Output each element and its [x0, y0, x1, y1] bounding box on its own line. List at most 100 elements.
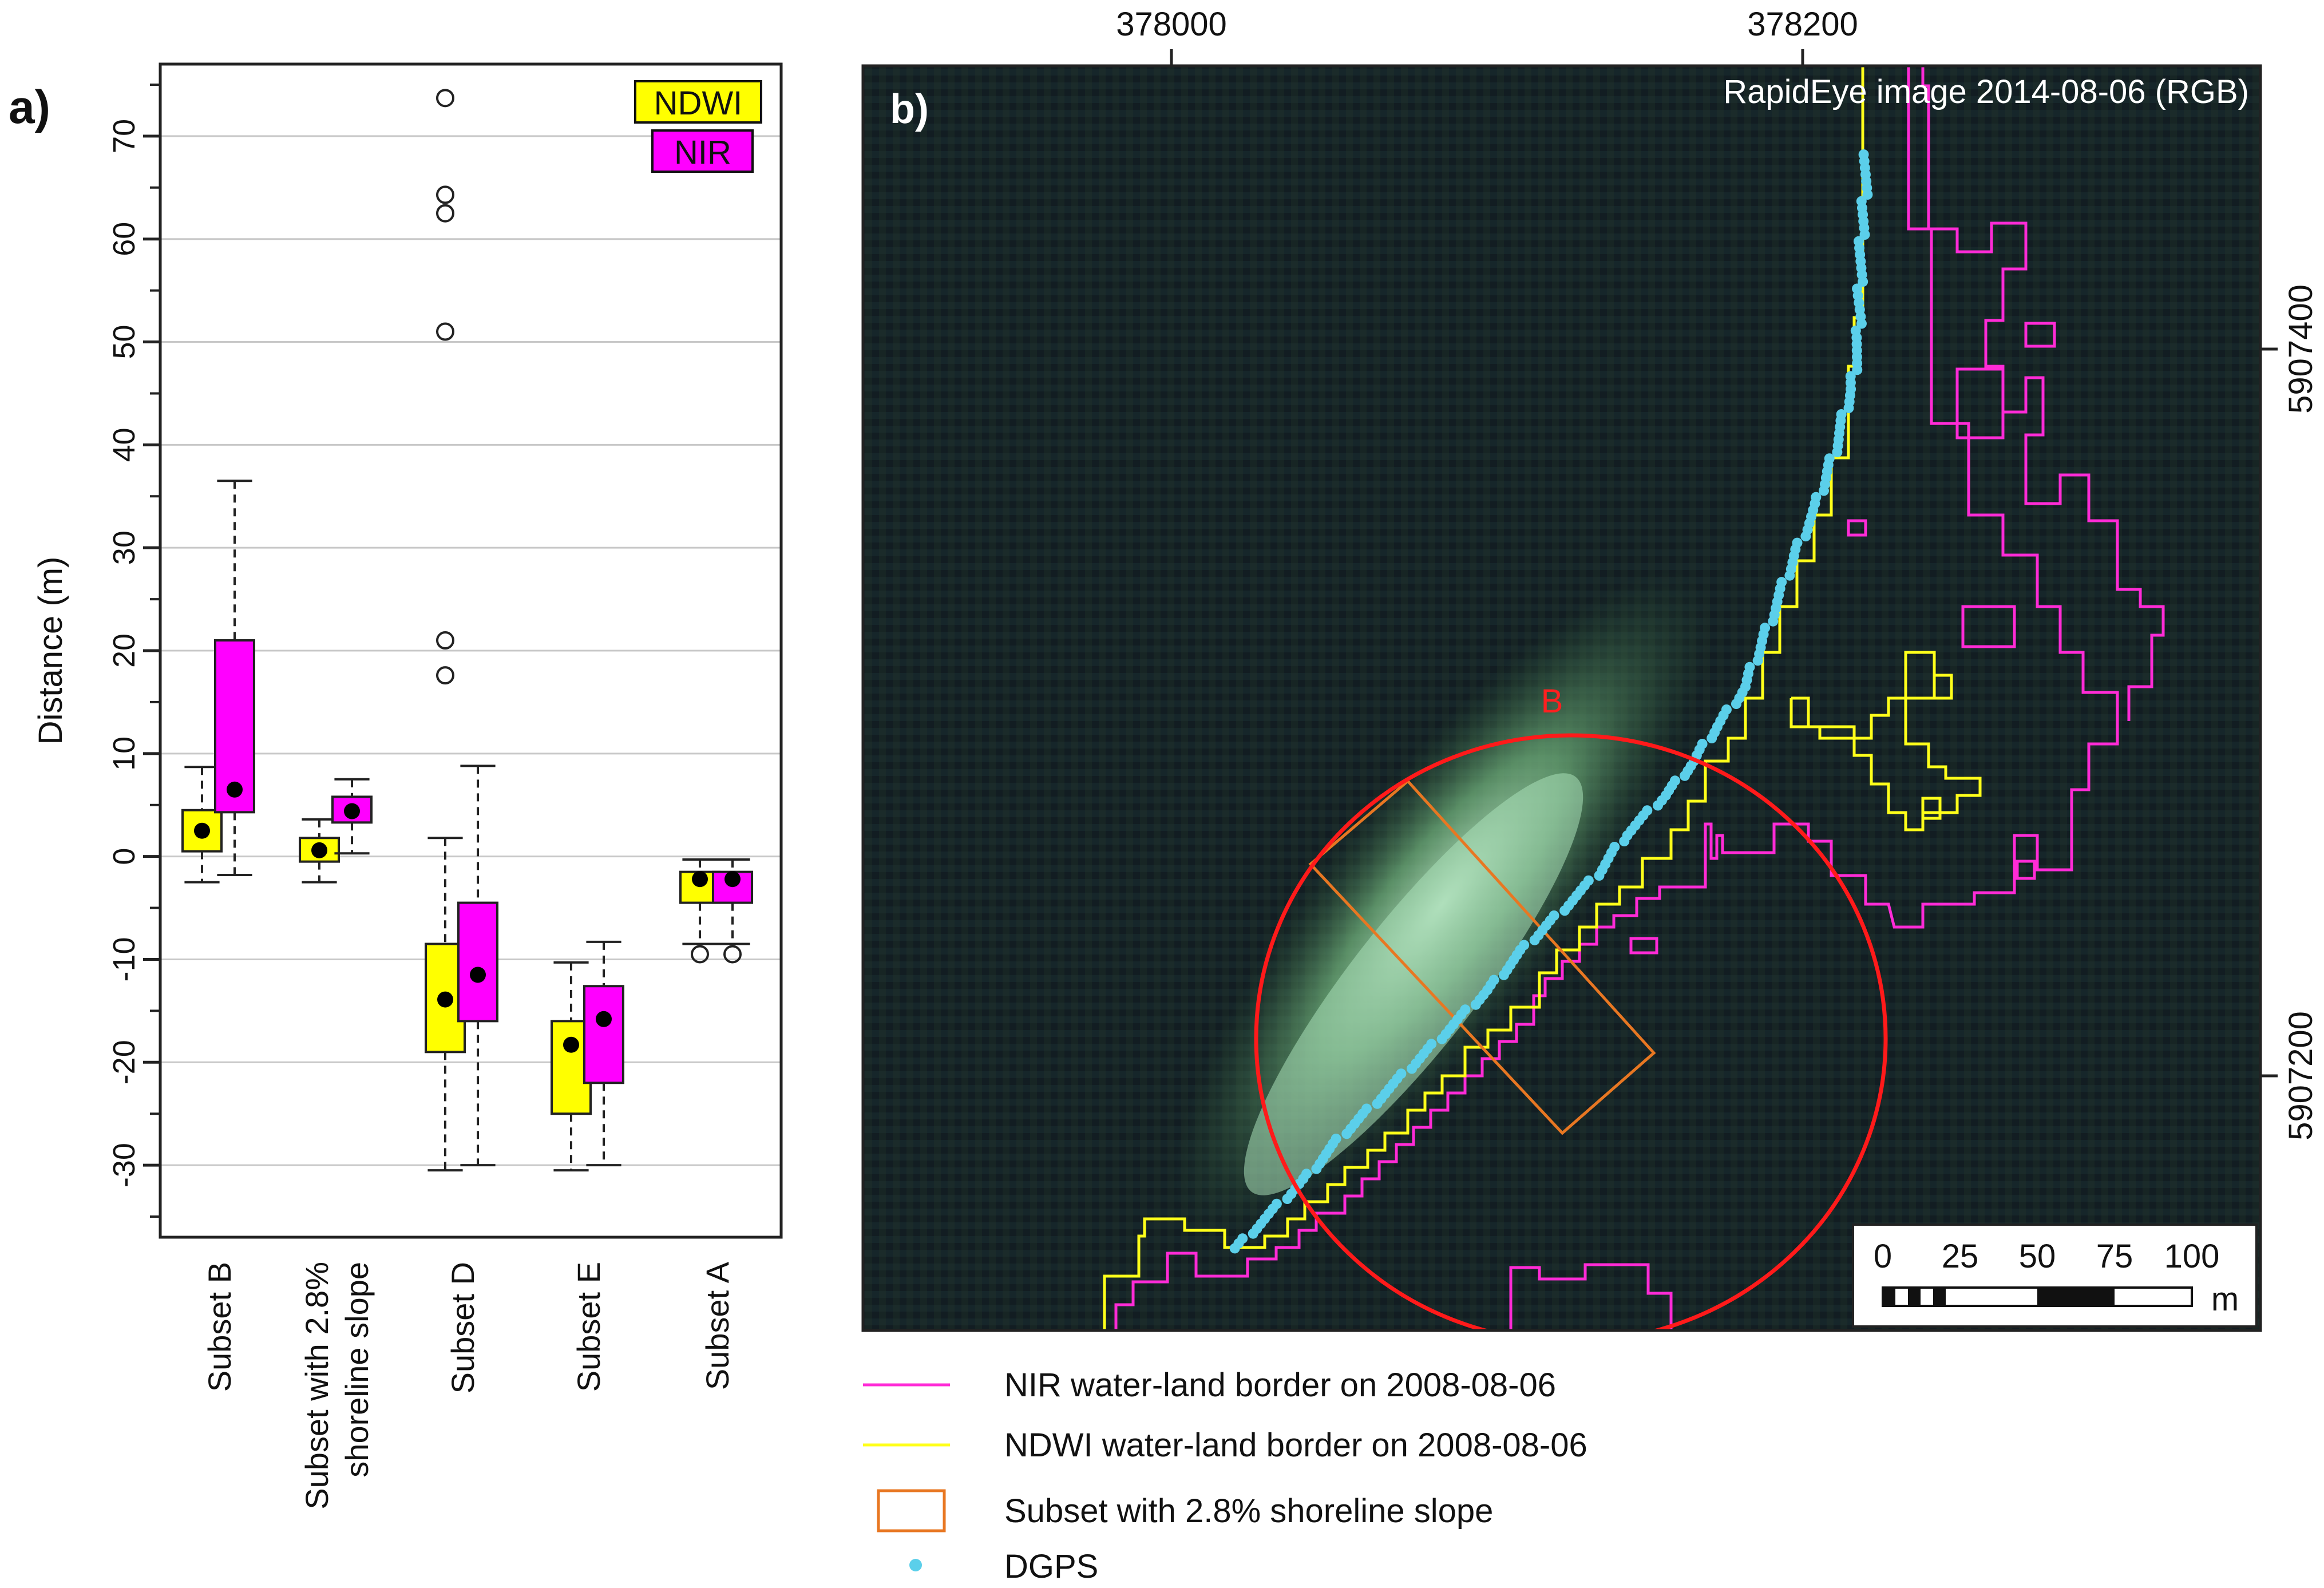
- gridlines: [160, 135, 781, 1166]
- mean-marker: [437, 991, 453, 1008]
- y-tick-label: 60: [107, 222, 141, 256]
- box-nir-3: [457, 765, 498, 1167]
- ndwi-water-land-border: [1103, 66, 1982, 1330]
- dgps-point: [1843, 403, 1854, 413]
- map-legend: NIR water-land border on 2008-08-06 NDWI…: [863, 1367, 1587, 1585]
- outlier-point: [436, 185, 454, 204]
- y-tick-label: 30: [107, 530, 141, 565]
- scale-bar-label: 0: [1874, 1238, 1892, 1275]
- mean-marker: [311, 842, 327, 858]
- region-b-circle: [1254, 733, 1888, 1330]
- x-category-label: Subset with 2.8%: [299, 1262, 335, 1510]
- legend-subset-box: [877, 1489, 946, 1532]
- mean-marker: [596, 1011, 612, 1027]
- x-category-label: Subset A: [699, 1261, 735, 1390]
- y-axis-label: Distance (m): [32, 557, 69, 745]
- dgps-point: [1594, 870, 1605, 881]
- dgps-point: [1311, 1163, 1322, 1174]
- dgps-point: [1372, 1098, 1383, 1109]
- scale-bar-label: 50: [2019, 1238, 2056, 1275]
- dgps-point: [1800, 531, 1811, 542]
- y-axis: -30 -20 -10 0 10 20 30 40 50 60 70: [107, 83, 160, 1218]
- subset-rectangle: [1308, 779, 1656, 1135]
- y-tick-label: -20: [107, 1040, 141, 1084]
- dgps-point: [1752, 655, 1763, 666]
- dgps-point: [1619, 836, 1630, 846]
- dgps-point: [1852, 365, 1863, 375]
- region-b-label: B: [1541, 683, 1563, 720]
- dgps-point: [1248, 1228, 1258, 1239]
- scale-bar-label: 75: [2096, 1238, 2133, 1275]
- y-tick-label: 10: [107, 736, 141, 771]
- y-tick-label: 40: [107, 427, 141, 462]
- y-tick-label: 50: [107, 324, 141, 359]
- outlier-point: [723, 945, 742, 964]
- dgps-point: [1559, 905, 1570, 916]
- mean-marker: [692, 871, 708, 888]
- legend: NDWI NIR: [634, 80, 762, 173]
- dgps-point: [1407, 1063, 1417, 1074]
- legend-nir-label: NIR water-land border on 2008-08-06: [1004, 1367, 1556, 1404]
- bright-beach-core: [1244, 773, 1583, 1195]
- image-title: RapidEye image 2014-08-06 (RGB): [1723, 73, 2249, 110]
- scale-bar: 0 25 50 75 100 m: [1852, 1223, 2258, 1328]
- x-axis-labels: Subset B Subset with 2.8% shoreline slope S…: [201, 1261, 735, 1509]
- outlier-point: [436, 631, 454, 650]
- box-plot-panel: a) -30 -20 -10 0 10 20 30 40 50 60 70 Distance (m)…: [9, 62, 783, 1510]
- dgps-point: [1498, 969, 1509, 980]
- mean-marker: [227, 781, 243, 798]
- scale-bar-label: 25: [1942, 1238, 1979, 1275]
- dgps-point: [1436, 1033, 1447, 1044]
- legend-label-ndwi: NDWI: [654, 85, 743, 122]
- nir-water-land-border: [1114, 66, 2165, 1330]
- dgps-point: [1784, 570, 1795, 581]
- outlier-point: [436, 204, 454, 223]
- outlier-point: [691, 945, 709, 964]
- dgps-point: [1282, 1194, 1293, 1204]
- dgps-point: [1341, 1128, 1352, 1139]
- satellite-map-panel: 378000 378200: [861, 6, 2319, 1585]
- outlier-point: [436, 666, 454, 685]
- outlier-point: [436, 89, 454, 108]
- legend-dgps-label: DGPS: [1004, 1548, 1098, 1585]
- scale-segment-3: [1933, 1288, 1946, 1306]
- dgps-point: [1768, 616, 1779, 627]
- panel-a-label: a): [9, 81, 50, 133]
- scale-segment-4: [2037, 1288, 2115, 1306]
- box-ndwi-1: [181, 766, 223, 884]
- dgps-point: [1679, 770, 1690, 781]
- y-tick-label: -10: [107, 937, 141, 981]
- series-nir: [214, 480, 753, 1167]
- dgps-point: [1819, 485, 1829, 496]
- legend-label-nir: NIR: [674, 134, 731, 171]
- dgps-point: [1229, 1243, 1240, 1254]
- box-nir-2: [331, 778, 373, 855]
- x-category-label: Subset B: [201, 1262, 237, 1392]
- dgps-point: [1653, 800, 1663, 811]
- iqr-box: [457, 901, 498, 1023]
- x-tick-label-378200: 378200: [1747, 6, 1858, 43]
- dgps-point: [1470, 999, 1481, 1010]
- x-tick-label-378000: 378000: [1116, 6, 1227, 43]
- y-tick-label-5907200: 5907200: [2282, 1011, 2319, 1140]
- x-category-label: shoreline slope: [339, 1262, 375, 1478]
- scale-bar-label: 100: [2164, 1238, 2220, 1275]
- scale-segment-1: [1883, 1288, 1895, 1306]
- dgps-point: [1731, 699, 1741, 709]
- legend-dgps-dot: [909, 1559, 922, 1571]
- dgps-point: [1859, 229, 1870, 240]
- dgps-point: [1856, 318, 1867, 329]
- iqr-box: [583, 985, 624, 1084]
- legend-swatch-nir: [651, 129, 754, 173]
- dgps-point: [1832, 447, 1843, 457]
- box-nir-1: [214, 480, 255, 877]
- mean-marker: [344, 803, 360, 819]
- box-nir-5: [712, 858, 753, 964]
- dgps-point: [1707, 733, 1717, 743]
- legend-ndwi-label: NDWI water-land border on 2008-08-06: [1004, 1427, 1587, 1464]
- dgps-points: [1229, 149, 1873, 1254]
- scale-segment-2: [1908, 1288, 1921, 1306]
- mean-marker: [724, 871, 741, 888]
- map-image: [863, 66, 2260, 1330]
